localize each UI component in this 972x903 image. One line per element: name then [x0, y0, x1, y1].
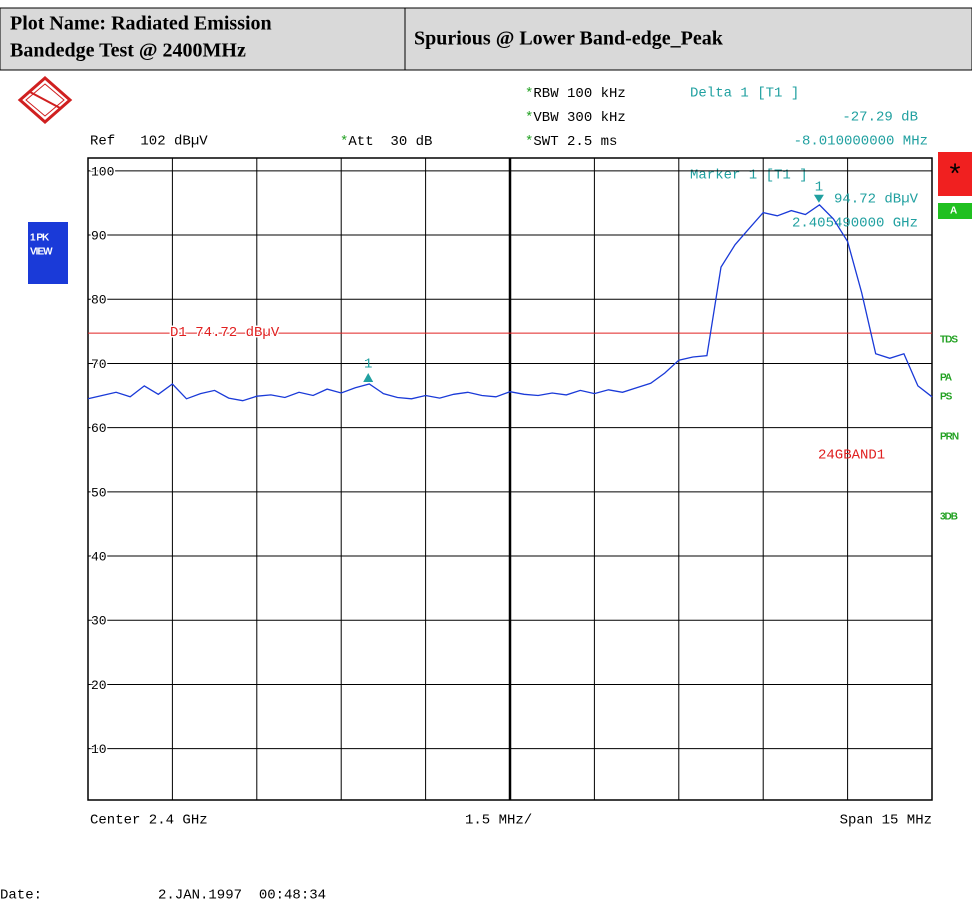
display-line-label: D1 74.72 dBµV: [170, 325, 280, 341]
setting: *RBW 100 kHz: [525, 86, 626, 102]
marker-freq: 2.405490000 GHz: [792, 216, 918, 232]
a-badge-text: A: [950, 206, 957, 217]
trace-badge: [28, 222, 68, 284]
delta-title: Delta 1 [T1 ]: [690, 86, 799, 102]
logo: [17, 76, 73, 124]
ref-level: Ref 102 dBµV: [90, 134, 208, 150]
y-tick-label: 30: [91, 614, 107, 629]
date: 2.JAN.1997 00:48:34: [158, 888, 326, 903]
setting: *VBW 300 kHz: [525, 110, 626, 126]
y-tick-label: 10: [91, 742, 107, 757]
y-tick-label: 70: [91, 357, 107, 372]
header-left: Bandedge Test @ 2400MHz: [10, 40, 246, 62]
setting: *SWT 2.5 ms: [525, 134, 617, 150]
date-label: Date:: [0, 888, 42, 903]
y-tick-label: 90: [91, 228, 107, 243]
header-left: Plot Name: Radiated Emission: [10, 13, 272, 35]
span: Span 15 MHz: [840, 813, 932, 829]
trace-badge-text: 1 PK: [30, 233, 50, 244]
y-tick-label: 50: [91, 485, 107, 500]
header-right: Spurious @ Lower Band-edge_Peak: [414, 28, 724, 50]
header-bg: [0, 7, 972, 71]
flag: PRN: [940, 432, 959, 443]
marker: [363, 372, 374, 382]
marker-label: 1: [364, 357, 372, 373]
trace: [87, 204, 933, 402]
a-badge: [938, 203, 972, 219]
per-division: 1.5 MHz/: [465, 813, 532, 829]
attenuation: *Att 30 dB: [340, 134, 432, 150]
flag: TDS: [940, 335, 958, 346]
y-tick-label: 100: [91, 164, 114, 179]
flag: PS: [940, 392, 953, 403]
delta-freq: -8.010000000 MHz: [794, 134, 928, 150]
marker-title: Marker 1 [T1 ]: [690, 168, 808, 184]
marker-label: 1: [815, 179, 823, 195]
flag: 3DB: [940, 512, 958, 523]
vertical-grid: [171, 158, 849, 800]
y-tick-label: 60: [91, 421, 107, 436]
delta-level: -27.29 dB: [842, 110, 918, 126]
trace-badge-text: VIEW: [30, 247, 53, 258]
y-tick-label: 40: [91, 549, 107, 564]
y-tick-label: 20: [91, 678, 107, 693]
star-badge-text: *: [947, 161, 964, 192]
marker: [813, 194, 824, 203]
center-freq: Center 2.4 GHz: [90, 813, 208, 829]
marker-level: 94.72 dBµV: [834, 192, 919, 208]
y-tick-label: 80: [91, 293, 107, 308]
limit-name: 24GBAND1: [818, 448, 885, 464]
star-badge: [938, 152, 972, 196]
flag: PA: [940, 373, 952, 384]
